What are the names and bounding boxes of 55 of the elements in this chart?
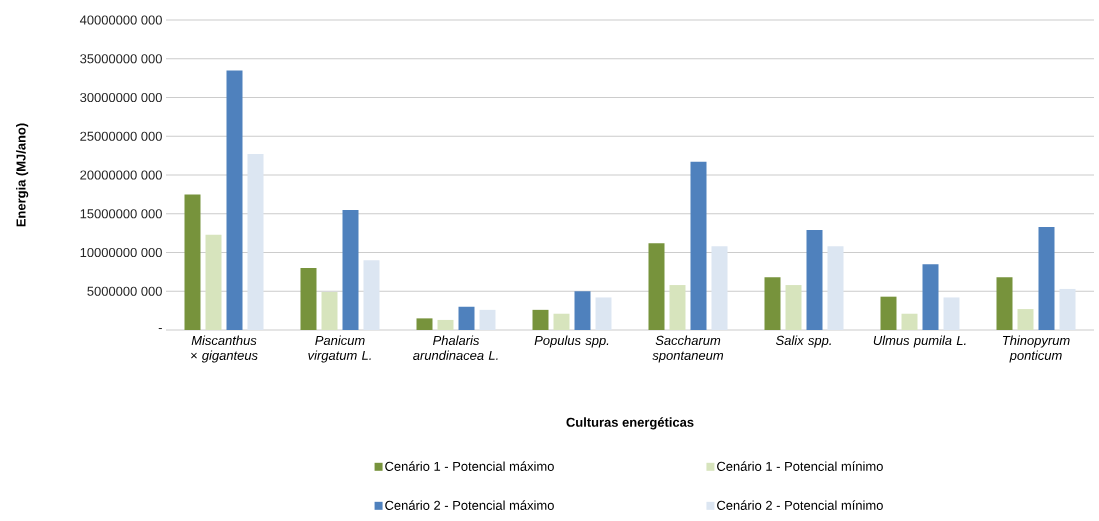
bar (996, 277, 1013, 330)
y-tick-label: 40000000 000 (79, 15, 162, 25)
bar (458, 306, 475, 330)
x-tick-label: Populus spp. (534, 335, 609, 348)
bar (1059, 288, 1076, 330)
bar (437, 319, 454, 330)
y-tick-label: - (158, 328, 162, 330)
bar (669, 285, 686, 330)
bar (184, 194, 201, 330)
bar (532, 309, 549, 330)
y-axis-title: Energia (MJ/ano) (16, 123, 29, 227)
bar (205, 234, 222, 330)
bar (247, 154, 264, 330)
legend-label: Cenário 2 - Potencial máximo (385, 500, 554, 510)
bar (300, 268, 317, 330)
y-tick-label: 10000000 000 (80, 247, 162, 258)
bar (574, 291, 591, 330)
y-tick-label: 25000000 000 (80, 131, 162, 141)
legend-label: Cenário 2 - Potencial mínimo (717, 500, 883, 510)
bar (711, 246, 728, 330)
bar (648, 243, 665, 330)
y-tick-label: 30000000 000 (80, 92, 162, 103)
bar (479, 309, 496, 330)
bar (342, 209, 359, 330)
bar (943, 297, 960, 330)
x-tick-label: Ulmus pumila L. (873, 335, 966, 348)
bar (321, 292, 338, 330)
x-tick-label: Phalaris arundinacea L. (413, 335, 498, 360)
bar (1038, 226, 1055, 330)
x-tick-label: Miscanthus × giganteus (191, 335, 258, 363)
x-tick-label: Thinopyrum ponticum (1002, 335, 1070, 363)
bar (901, 313, 918, 330)
bar (764, 277, 781, 330)
y-tick-label: 20000000 000 (80, 170, 162, 180)
bar (363, 260, 380, 330)
bar (1017, 309, 1034, 330)
bar (416, 318, 433, 330)
bar (595, 297, 612, 330)
bar (690, 161, 707, 330)
y-tick-label: 15000000 000 (80, 209, 162, 219)
x-axis-title: Culturas energéticas (566, 417, 694, 430)
bar (880, 296, 897, 330)
x-tick-label: Panicum virgatum L. (308, 335, 371, 363)
bar (806, 230, 823, 330)
bar (553, 313, 570, 330)
bar (226, 70, 243, 330)
y-tick-label: 35000000 000 (80, 54, 162, 64)
bar (922, 264, 939, 330)
bar (827, 246, 844, 330)
x-tick-label: Saccharum spontaneum (652, 335, 724, 363)
y-tick-label: 5000000 000 (87, 286, 162, 296)
bar (785, 285, 802, 330)
x-tick-label: Salix spp. (775, 335, 831, 348)
legend-label: Cenário 1 - Potencial máximo (385, 461, 554, 471)
legend-label: Cenário 1 - Potencial mínimo (717, 461, 883, 471)
